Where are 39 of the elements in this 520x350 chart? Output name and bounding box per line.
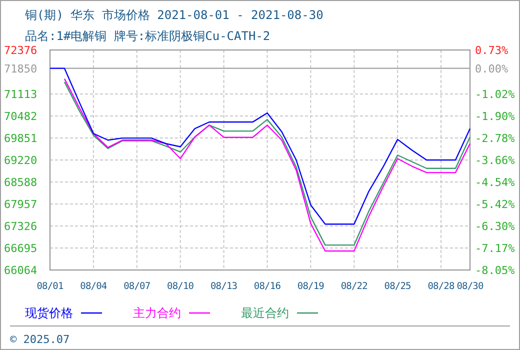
y2-tick-label: 0.73% <box>475 44 508 57</box>
y2-tick-label: -7.17% <box>475 242 516 255</box>
x-tick-label: 08/10 <box>167 281 194 292</box>
x-tick-label: 08/19 <box>297 281 325 292</box>
y-tick-label: 69851 <box>4 132 38 146</box>
y-tick-label: 68588 <box>4 176 38 190</box>
y2-tick-label: 0.00% <box>475 62 508 76</box>
y-tick-label: 66695 <box>4 242 38 256</box>
y-tick-label: 71850 <box>4 62 38 76</box>
x-tick-label: 08/30 <box>456 281 484 292</box>
x-tick-label: 08/04 <box>80 281 108 292</box>
y-tick-label: 67957 <box>4 198 38 212</box>
y2-tick-label: -5.42% <box>475 198 516 212</box>
x-tick-label: 08/28 <box>428 281 456 292</box>
y-tick-label: 67326 <box>4 220 38 234</box>
y2-tick-label: -3.66% <box>475 154 516 167</box>
text: © 2025.07 <box>10 333 70 346</box>
legend-label: 现货价格 <box>25 306 73 320</box>
x-tick-label: 08/16 <box>254 281 282 292</box>
y-tick-label: 70482 <box>4 110 38 124</box>
chart-title: 铜(期) 华东 市场价格 2021-08-01 - 2021-08-30 <box>24 8 324 22</box>
y2-tick-label: -8.05% <box>475 264 516 277</box>
y2-tick-label: -2.78% <box>475 132 516 145</box>
y2-tick-label: -6.30% <box>475 220 516 234</box>
x-tick-label: 08/07 <box>124 281 150 292</box>
x-tick-label: 08/13 <box>210 281 238 292</box>
y-tick-label: 66064 <box>4 264 38 277</box>
y2-tick-label: -1.02% <box>475 88 516 101</box>
y-tick-label: 72376 <box>4 44 38 57</box>
y2-tick-label: -4.54% <box>475 176 516 190</box>
chart-subtitle: 品名:1#电解铜 牌号:标准阴极铜Cu-CATH-2 <box>25 29 270 43</box>
x-tick-label: 08/22 <box>340 281 368 292</box>
y-tick-label: 71113 <box>4 88 38 102</box>
y-tick-label: 69220 <box>4 154 38 167</box>
y2-tick-label: -1.90% <box>475 110 516 123</box>
x-tick-label: 08/25 <box>384 281 411 292</box>
legend-label: 最近合约 <box>241 306 289 320</box>
x-tick-label: 08/01 <box>36 281 64 292</box>
legend-label: 主力合约 <box>133 306 181 320</box>
